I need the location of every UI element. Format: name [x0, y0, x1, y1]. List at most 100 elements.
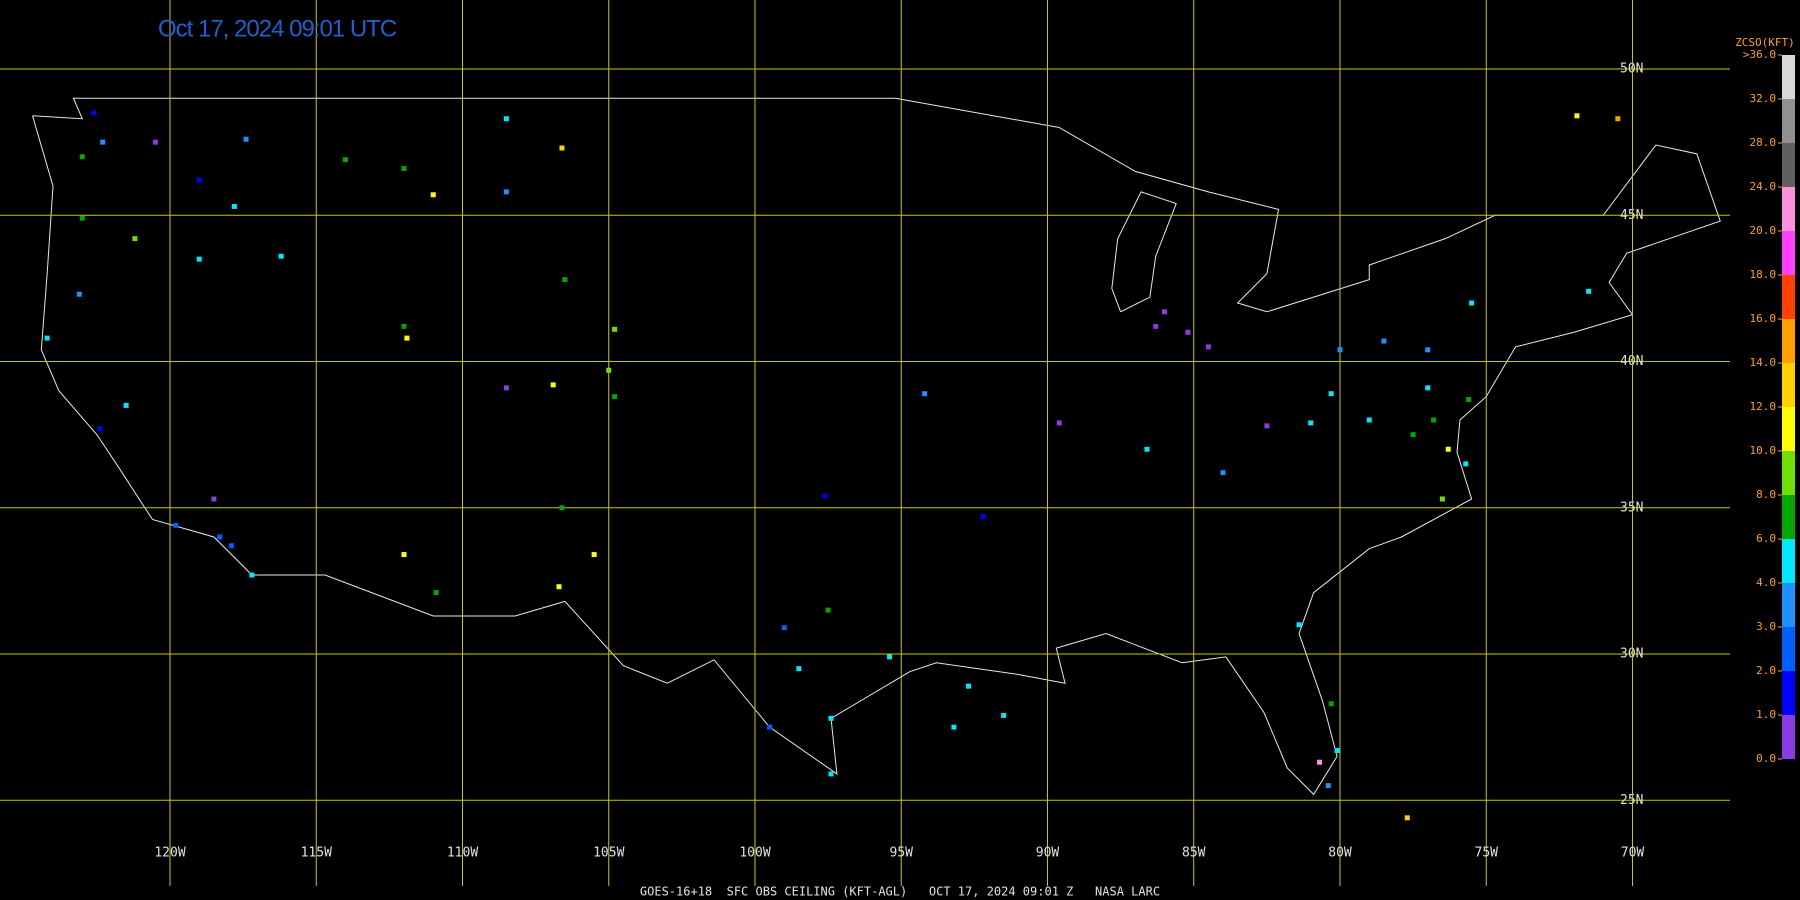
colorbar-segment: [1782, 627, 1795, 671]
station-obs: [243, 136, 249, 142]
colorbar-segment: [1782, 671, 1795, 715]
longitude-label: 115W: [301, 846, 332, 861]
latitude-label: 25N: [1620, 793, 1643, 808]
station-obs: [1431, 417, 1437, 423]
station-obs: [196, 256, 202, 262]
station-obs: [887, 654, 893, 660]
colorbar-label: 4.0: [1756, 576, 1776, 589]
colorbar-label: 20.0: [1750, 224, 1777, 237]
station-obs: [100, 139, 106, 145]
station-obs: [828, 715, 834, 721]
station-obs: [1337, 347, 1343, 353]
colorbar-segment: [1782, 363, 1795, 407]
station-obs: [217, 534, 223, 540]
station-obs: [1466, 397, 1472, 403]
colorbar-segment: [1782, 143, 1795, 187]
station-obs: [196, 177, 202, 183]
longitude-label: 120W: [154, 846, 185, 861]
colorbar-segment: [1782, 187, 1795, 231]
station-obs: [231, 203, 237, 209]
longitude-label: 80W: [1328, 846, 1352, 861]
station-obs: [76, 291, 82, 297]
station-obs: [503, 385, 509, 391]
station-obs: [550, 382, 556, 388]
colorbar-segment: [1782, 99, 1795, 143]
station-obs: [173, 522, 179, 528]
lake-outline: [1111, 191, 1177, 313]
station-obs: [1185, 329, 1191, 335]
station-obs: [1425, 347, 1431, 353]
station-obs: [1205, 344, 1211, 350]
station-obs: [1439, 496, 1445, 502]
us-outline: [32, 97, 1721, 796]
longitude-label: 110W: [447, 846, 478, 861]
station-obs: [1153, 323, 1159, 329]
station-obs: [1410, 432, 1416, 438]
colorbar-segment: [1782, 583, 1795, 627]
longitude-label: 100W: [739, 846, 770, 861]
station-obs: [343, 157, 348, 163]
station-obs: [1056, 420, 1062, 426]
station-obs: [1001, 712, 1007, 718]
station-obs: [951, 724, 957, 730]
colorbar-label: 28.0: [1750, 136, 1777, 149]
colorbar-label: 24.0: [1750, 180, 1777, 193]
station-obs: [1325, 783, 1331, 789]
station-obs: [796, 666, 802, 672]
station-obs: [562, 277, 568, 283]
colorbar-label: 12.0: [1750, 400, 1777, 413]
station-obs: [1220, 470, 1226, 476]
colorbar-label: 0.0: [1756, 752, 1776, 765]
station-obs: [612, 394, 618, 400]
station-obs: [1469, 300, 1475, 306]
station-obs: [828, 771, 834, 777]
latitude-label: 45N: [1620, 208, 1643, 223]
colorbar-title: ZCSO(KFT): [1735, 36, 1795, 49]
colorbar-segment: [1782, 319, 1795, 363]
station-obs: [559, 145, 565, 151]
station-obs: [132, 236, 138, 242]
longitude-label: 95W: [890, 846, 914, 861]
station-obs: [1264, 423, 1270, 429]
colorbar-label: 6.0: [1756, 532, 1776, 545]
station-obs: [401, 552, 407, 558]
station-obs: [556, 584, 562, 590]
longitude-label: 75W: [1475, 846, 1499, 861]
latitude-label: 40N: [1620, 354, 1643, 369]
colorbar-segment: [1782, 231, 1795, 275]
colorbar-segment: [1782, 715, 1795, 759]
station-obs: [825, 607, 831, 613]
colorbar-label: 32.0: [1750, 92, 1777, 105]
station-obs: [503, 189, 509, 195]
colorbar-segment: [1782, 451, 1795, 495]
station-obs: [1381, 338, 1387, 344]
latitude-label: 50N: [1620, 62, 1643, 77]
station-obs: [822, 493, 828, 499]
station-obs: [249, 572, 255, 578]
station-obs: [401, 323, 407, 329]
station-obs: [228, 543, 234, 549]
station-obs: [97, 426, 103, 432]
station-obs: [1296, 622, 1302, 628]
station-obs: [612, 326, 618, 332]
colorbar-label: 3.0: [1756, 620, 1776, 633]
station-obs: [591, 552, 597, 558]
station-obs: [1425, 385, 1431, 391]
station-obs: [922, 391, 928, 397]
station-obs: [559, 505, 565, 511]
station-obs: [1328, 391, 1334, 397]
colorbar-segment: [1782, 55, 1795, 99]
station-obs: [430, 192, 436, 198]
colorbar-label: 16.0: [1750, 312, 1777, 325]
station-obs: [79, 215, 85, 221]
colorbar-label: 18.0: [1750, 268, 1777, 281]
footer: GOES-16+18 SFC OBS CEILING (KFT-AGL) OCT…: [640, 885, 1160, 899]
longitude-label: 105W: [593, 846, 624, 861]
station-obs: [767, 724, 773, 730]
colorbar-label: 14.0: [1750, 356, 1777, 369]
station-obs: [152, 139, 158, 145]
station-obs: [1328, 701, 1334, 707]
station-obs: [503, 116, 509, 122]
